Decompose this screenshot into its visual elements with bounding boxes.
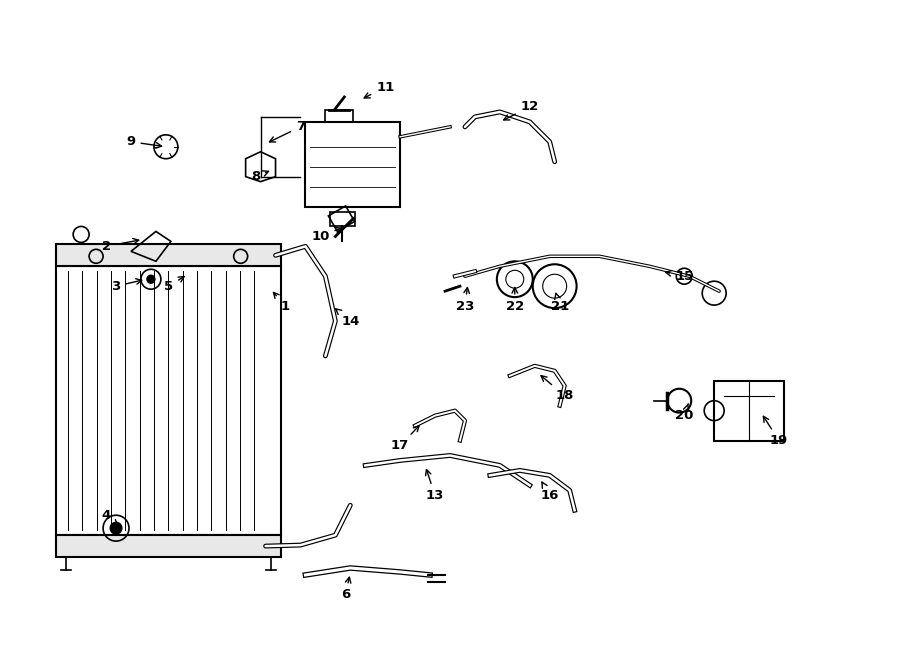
Bar	[56, 535, 281, 557]
Text: 6: 6	[341, 577, 351, 602]
Text: 4: 4	[102, 509, 118, 525]
Bar	[330, 212, 356, 227]
Text: 21: 21	[551, 293, 569, 313]
Text: 9: 9	[126, 136, 162, 148]
Bar	[715, 381, 784, 440]
Text: 5: 5	[165, 276, 184, 293]
Text: 14: 14	[336, 309, 359, 328]
Text: 17: 17	[391, 426, 419, 452]
Bar	[328, 206, 355, 231]
Text: 19: 19	[763, 416, 788, 447]
Circle shape	[110, 522, 122, 534]
Text: 16: 16	[541, 482, 559, 502]
Text: 2: 2	[102, 239, 139, 253]
Text: 13: 13	[426, 469, 445, 502]
Text: 18: 18	[541, 375, 574, 403]
Bar	[305, 122, 400, 206]
Text: 12: 12	[504, 100, 539, 120]
Circle shape	[147, 275, 155, 283]
Text: 11: 11	[364, 81, 394, 98]
Text: 8: 8	[251, 170, 268, 183]
Text: 15: 15	[666, 270, 693, 283]
Text: 3: 3	[112, 279, 141, 293]
Text: 10: 10	[311, 227, 341, 243]
Bar	[56, 245, 281, 266]
Bar	[56, 266, 281, 535]
Bar	[326, 110, 354, 122]
Text: 22: 22	[506, 288, 524, 313]
Text: 20: 20	[675, 404, 694, 422]
Text: 23: 23	[455, 288, 474, 313]
Text: 1: 1	[274, 292, 290, 313]
Text: 7: 7	[269, 120, 305, 142]
